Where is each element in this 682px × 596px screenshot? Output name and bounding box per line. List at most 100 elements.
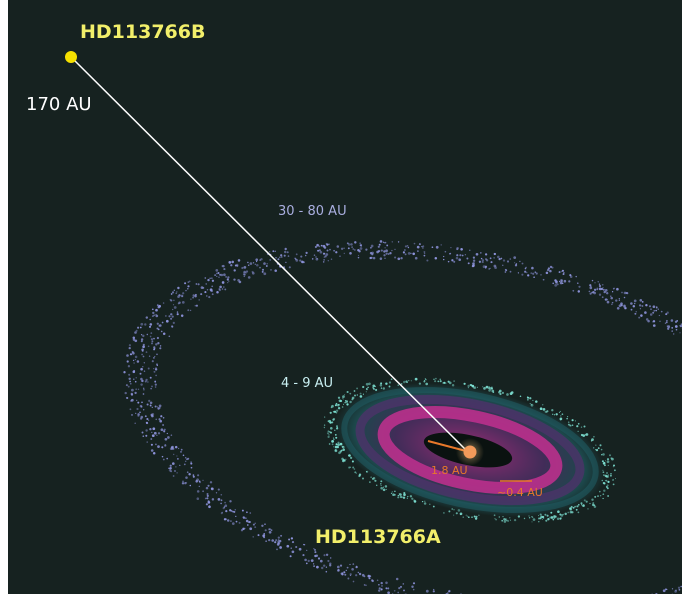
outer-belt-particle <box>177 458 179 460</box>
outer-belt-particle <box>226 278 229 281</box>
outer-belt-particle <box>549 265 553 269</box>
inner-belt-particle <box>571 511 574 514</box>
outer-belt-particle <box>155 443 157 446</box>
inner-belt-particle <box>342 398 344 400</box>
outer-belt-particle <box>160 330 163 333</box>
outer-belt-particle <box>433 588 435 591</box>
inner-belt-particle <box>372 477 376 480</box>
outer-belt-particle <box>143 370 146 372</box>
outer-belt-particle <box>135 388 138 391</box>
inner-belt-particle <box>473 386 477 389</box>
inner-belt-particle <box>578 423 580 425</box>
outer-belt-particle <box>165 315 167 317</box>
outer-belt-particle <box>398 587 401 590</box>
outer-belt-particle <box>180 314 184 317</box>
inner-belt-particle <box>591 504 594 506</box>
outer-belt-particle <box>233 269 236 272</box>
outer-belt-particle <box>598 293 602 296</box>
outer-belt-particle <box>357 249 360 252</box>
outer-belt-particle <box>182 454 185 457</box>
outer-belt-particle <box>198 480 201 483</box>
inner-belt-particle <box>603 489 606 492</box>
outer-belt-particle <box>134 422 136 424</box>
inner-belt-particle <box>559 517 562 520</box>
outer-belt-particle <box>363 575 366 578</box>
outer-belt-particle <box>596 288 599 291</box>
outer-belt-particle <box>403 589 405 592</box>
outer-belt-particle <box>194 305 196 307</box>
outer-belt-particle <box>159 347 162 350</box>
inner-belt-particle <box>327 435 330 439</box>
outer-belt-particle <box>151 360 154 363</box>
outer-belt-particle <box>549 269 552 273</box>
outer-belt-particle <box>192 296 195 299</box>
outer-belt-particle <box>158 418 161 421</box>
outer-belt-particle <box>169 298 172 301</box>
outer-belt-particle <box>130 400 132 402</box>
outer-belt-particle <box>155 418 157 421</box>
outer-belt-particle <box>329 564 332 567</box>
outer-belt-particle <box>651 593 654 594</box>
inner-belt-particle <box>567 423 570 426</box>
inner-belt-particle <box>341 445 344 448</box>
outer-belt-particle <box>162 302 165 304</box>
inner-belt-particle <box>611 457 614 461</box>
outer-belt-particle <box>384 247 386 249</box>
inner-belt-particle <box>432 505 435 508</box>
outer-belt-particle <box>482 265 486 269</box>
outer-belt-particle <box>152 427 156 431</box>
outer-belt-particle <box>349 573 352 576</box>
outer-belt-particle <box>155 343 158 346</box>
outer-belt-particle <box>145 316 148 319</box>
inner-belt-particle <box>466 515 469 517</box>
outer-belt-particle <box>173 299 175 302</box>
outer-belt-particle <box>531 266 534 270</box>
outer-belt-particle <box>135 412 137 415</box>
outer-belt-particle <box>127 365 131 368</box>
outer-belt-particle <box>162 424 165 426</box>
inner-belt-particle <box>600 448 603 451</box>
outer-belt-particle <box>151 431 153 434</box>
inner-belt-particle <box>582 434 586 437</box>
outer-belt-particle <box>166 432 168 435</box>
outer-belt-particle <box>313 548 315 550</box>
inner-belt-particle <box>576 505 579 508</box>
outer-belt-particle <box>246 511 248 514</box>
inner-belt-particle <box>531 516 534 519</box>
outer-belt-particle <box>355 565 358 567</box>
outer-belt-particle <box>174 445 178 449</box>
outer-belt-particle <box>644 311 647 314</box>
outer-belt-particle <box>142 355 145 358</box>
inner-belt-particle <box>411 497 414 500</box>
outer-belt-particle <box>266 263 268 265</box>
outer-belt-particle <box>589 284 592 287</box>
outer-belt-particle <box>394 256 397 259</box>
inner-belt-particle <box>553 515 556 518</box>
inner-belt-particle <box>528 515 530 517</box>
outer-belt-particle <box>223 286 225 288</box>
outer-belt-particle <box>647 319 650 323</box>
outer-belt-particle <box>371 253 374 256</box>
inner-belt-particle <box>459 512 463 516</box>
outer-belt-particle <box>252 262 255 264</box>
outer-belt-particle <box>288 266 291 269</box>
outer-belt-particle <box>389 252 392 255</box>
outer-belt-particle <box>180 448 183 451</box>
inner-belt-particle <box>390 378 393 381</box>
inner-belt-particle <box>606 458 610 461</box>
inner-belt-particle <box>351 396 355 400</box>
outer-belt-particle <box>545 271 549 275</box>
inner-belt-particle <box>541 518 543 520</box>
inner-belt-particle <box>502 515 504 518</box>
outer-belt-particle <box>157 407 160 410</box>
inner-belt-particle <box>397 494 399 497</box>
inner-belt-particle <box>382 387 386 390</box>
outer-belt-particle <box>402 583 405 585</box>
outer-belt-particle <box>598 283 601 285</box>
outer-belt-particle <box>256 264 259 267</box>
outer-belt-particle <box>263 532 266 535</box>
inner-belt-particle <box>331 440 334 443</box>
outer-belt-particle <box>397 241 400 243</box>
outer-belt-particle <box>563 271 565 274</box>
outer-belt-particle <box>357 571 359 574</box>
